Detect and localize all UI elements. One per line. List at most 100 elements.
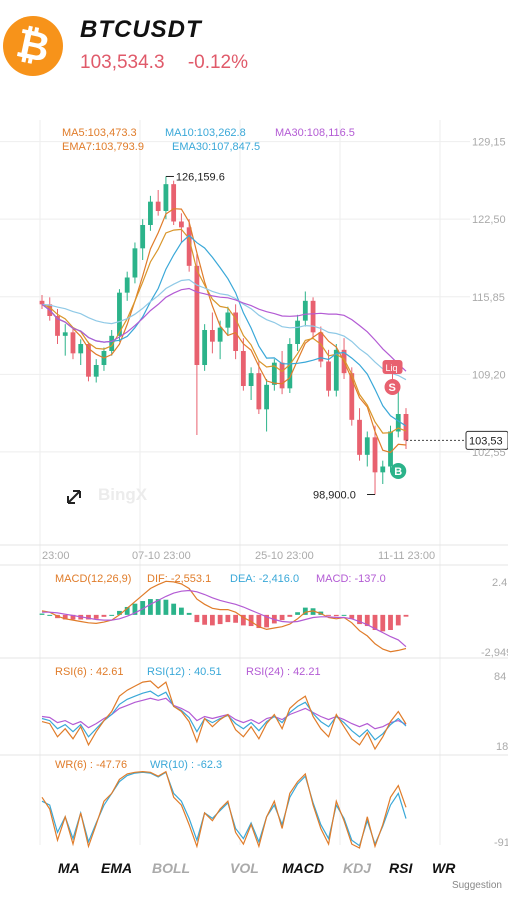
candle-body xyxy=(217,327,223,342)
candle-body xyxy=(209,330,215,342)
macd-histogram-bar xyxy=(179,607,184,615)
ema30-line xyxy=(41,278,407,381)
max-price-label: 126,159.6 xyxy=(176,171,225,183)
candle-body xyxy=(256,373,262,410)
y-tick-label: 129,15 xyxy=(472,137,506,149)
macd-histogram-bar xyxy=(124,606,130,615)
candle-body xyxy=(388,431,393,467)
candle-body xyxy=(171,184,177,222)
macd-histogram-bar xyxy=(380,614,386,632)
current-price-box xyxy=(465,430,508,450)
candle-body xyxy=(333,349,339,391)
macd-histogram-bar xyxy=(357,614,362,625)
liq-marker: Liq xyxy=(386,363,398,373)
credit-text: Suggestion xyxy=(451,880,502,891)
macd-histogram-bar xyxy=(109,614,115,616)
current-price-label: 103,53 xyxy=(469,435,503,447)
sell-marker: S xyxy=(389,382,396,394)
macd-histogram-bar xyxy=(217,614,223,625)
candle-body xyxy=(287,344,293,389)
candle-body xyxy=(194,265,200,365)
tab-rsi[interactable]: RSI xyxy=(389,860,413,876)
macd-dif-label: DIF: -2,553.1 xyxy=(147,573,211,585)
candle-body xyxy=(70,332,76,354)
candle-body xyxy=(364,437,370,455)
chart-overlays: 126,159.6 98,900.0 103,53 Liq S B xyxy=(165,171,508,502)
tab-wr[interactable]: WR xyxy=(432,860,456,876)
candle-body xyxy=(310,300,316,333)
candle-body xyxy=(39,300,45,305)
tab-vol[interactable]: VOL xyxy=(230,860,259,876)
macd-histogram-bar xyxy=(148,599,153,615)
candle-body xyxy=(279,362,285,389)
macd-histogram-bar xyxy=(240,614,246,626)
candle-body xyxy=(240,351,246,386)
bingx-watermark: BingX xyxy=(98,485,148,504)
macd-histogram-bar xyxy=(225,614,231,623)
macd-histogram-bar xyxy=(86,614,91,620)
indicator-tabs: MA EMA BOLL VOL MACD KDJ RSI WR xyxy=(0,856,508,884)
macd-histogram-bar xyxy=(310,608,316,615)
y-tick-label: 109,20 xyxy=(472,369,506,381)
tab-kdj[interactable]: KDJ xyxy=(343,860,372,876)
macd-histogram-bar xyxy=(202,614,208,625)
macd-histogram-bar xyxy=(140,601,146,615)
pair-title[interactable]: BTCUSDT xyxy=(80,16,202,43)
x-tick-label: 07-10 23:00 xyxy=(132,550,191,562)
x-tick-label: 11-11 23:00 xyxy=(378,550,435,562)
macd-histogram-bar xyxy=(279,614,285,621)
macd-histogram-bar xyxy=(302,607,308,615)
macd-histogram-bar xyxy=(333,614,339,617)
candle-body xyxy=(349,373,355,420)
ma5-line xyxy=(41,208,407,454)
macd-histogram-bar xyxy=(295,612,300,615)
candle-body xyxy=(302,300,308,321)
liq-marker-bg xyxy=(382,360,403,374)
rsi24-line xyxy=(41,697,407,730)
kline-chart[interactable]: 126,159.6 98,900.0 103,53 Liq S B 129,15 122,5… xyxy=(0,100,508,856)
grid xyxy=(0,120,508,845)
candle-body xyxy=(264,384,269,410)
bitcoin-logo-icon: ₿ xyxy=(0,10,69,82)
candle-body xyxy=(186,227,192,266)
candle-body xyxy=(155,201,161,211)
candle-body xyxy=(132,248,138,278)
macd-histogram-bar xyxy=(349,614,355,619)
expand-icon xyxy=(67,490,81,504)
sell-marker-circle xyxy=(384,379,401,395)
macd-histogram-bar xyxy=(326,614,331,616)
candle-body xyxy=(295,320,300,344)
macd-dea-label: DEA: -2,416.0 xyxy=(230,573,299,585)
ema30-legend: EMA30:107,847.5 xyxy=(172,141,260,153)
macd-histogram-bar xyxy=(372,614,378,631)
candle-body xyxy=(62,332,68,336)
ma5-legend: MA5:103,473.3 xyxy=(62,127,137,139)
candle-body xyxy=(93,365,99,377)
macd-histogram-bar xyxy=(194,614,200,623)
wr10-line xyxy=(41,771,407,847)
x-tick-label: 25-10 23:00 xyxy=(255,550,314,562)
macd-histogram-bar xyxy=(364,614,370,627)
tab-macd[interactable]: MACD xyxy=(282,860,324,876)
candle-body xyxy=(202,330,208,365)
y-tick-label: 115,85 xyxy=(472,292,505,304)
tab-ma[interactable]: MA xyxy=(58,860,80,876)
wr10-label: WR(10) : -62.3 xyxy=(150,759,222,771)
macd-histogram-bar xyxy=(101,614,107,617)
candle-body xyxy=(233,312,239,351)
candle-body xyxy=(124,277,130,293)
candle-body xyxy=(109,335,115,351)
candle-body xyxy=(326,361,331,391)
tab-ema[interactable]: EMA xyxy=(101,860,133,876)
x-tick-label: 23:00 xyxy=(42,550,70,562)
y-tick-label: 102,55 xyxy=(472,447,506,459)
macd-histogram-bar xyxy=(233,614,239,623)
macd-histogram-bar xyxy=(248,614,254,627)
macd-value-label: MACD: -137.0 xyxy=(316,573,386,585)
wr-panel xyxy=(41,770,407,849)
tab-boll[interactable]: BOLL xyxy=(152,860,191,876)
macd-histogram-bar xyxy=(395,614,401,626)
candle-body xyxy=(78,344,84,354)
candle-body xyxy=(372,437,378,473)
macd-histogram-bar xyxy=(186,612,192,615)
